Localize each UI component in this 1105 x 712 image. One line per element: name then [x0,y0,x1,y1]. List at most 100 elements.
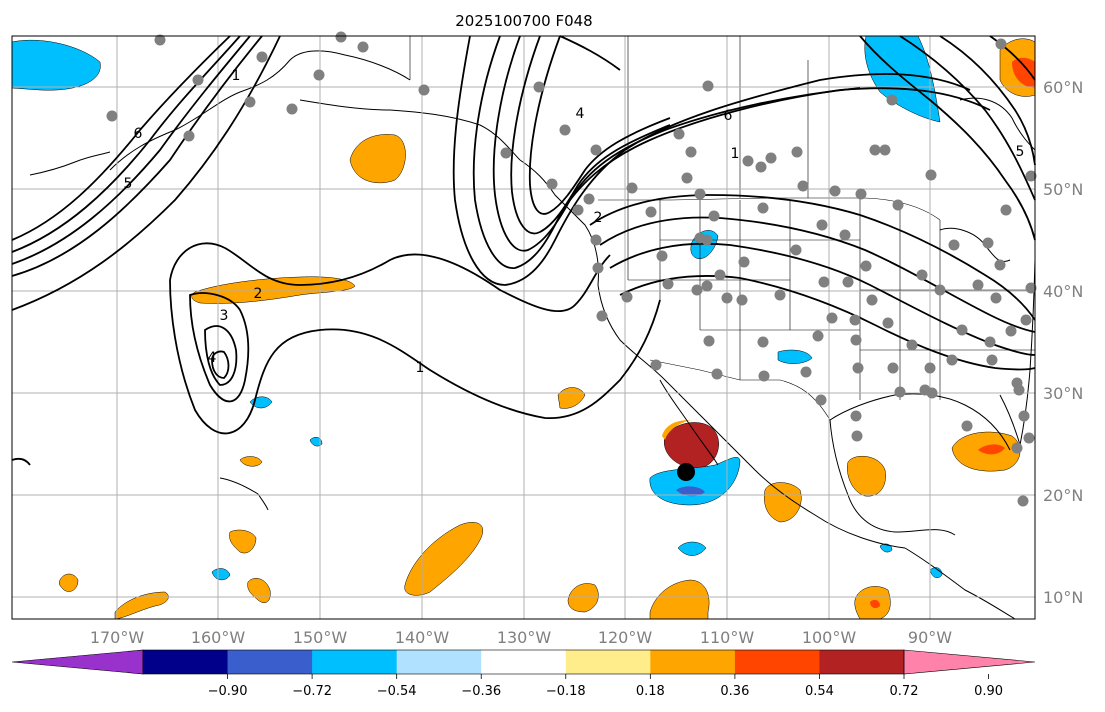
station-dot [596,310,608,322]
station-dot [839,229,851,241]
contour-label: 4 [576,106,585,122]
colorbar-segment [143,650,229,674]
station-dot [826,312,838,324]
colorbar-tick-label: −0.90 [208,684,248,699]
lon-tick-label: 130°W [497,628,552,647]
station-dot [673,128,685,140]
station-dot [572,204,584,216]
station-dot [721,292,733,304]
station-dot [757,336,769,348]
anomaly-red-hudson [1012,57,1035,88]
station-dot [703,335,715,347]
anomaly-orange-baja-ring [662,420,690,440]
station-dot [1023,432,1035,444]
anomaly-darkblue-baja [676,486,705,497]
contour-label: 1 [416,360,425,376]
lon-tick-label: 110°W [700,628,755,647]
station-dot [797,180,809,192]
colorbar-tick-label: −0.18 [546,684,586,699]
station-dot [192,74,204,86]
colorbar-tick-label: −0.54 [377,684,417,699]
lat-tick-label: 30°N [1043,384,1083,403]
contour-ridge-1 [452,35,971,286]
colorbar-tick-label: −0.72 [292,684,332,699]
contour-label: 5 [1016,144,1025,160]
station-dot [691,284,703,296]
lon-tick-label: 160°W [191,628,246,647]
colorbar-segment [565,650,651,674]
station-dot [106,110,118,122]
colorbar-segment [650,650,736,674]
station-dot [418,84,430,96]
anomaly-orange-se [649,579,710,620]
station-dot [869,144,881,156]
station-dot [882,317,894,329]
contour-ridge-4 [510,35,671,235]
station-dot [738,256,750,268]
anomaly-orange-s6 [58,573,79,592]
station-dot [662,278,674,290]
anomaly-blue-s6 [309,436,323,447]
lon-tick-label: 90°W [908,628,952,647]
colorbar-outline [142,649,905,675]
map-frame [11,35,1036,620]
station-dot [894,386,906,398]
colorbar-tick-label: 0.36 [720,684,749,699]
colorbar-tick-label: 0.90 [974,684,1003,699]
lat-tick-label: 10°N [1043,588,1083,607]
station-dot [626,182,638,194]
mexico-gulf [829,419,956,536]
storm-center-marker [677,463,695,481]
contour-label-group: 1 2 3 4 5 6 1 2 4 5 6 1 [124,68,1025,376]
us-westcoast [597,284,711,426]
lat-tick-label: 20°N [1043,486,1083,505]
station-dot [1011,442,1023,454]
station-dot [154,34,166,46]
station-dot [866,294,878,306]
station-dot [886,94,898,106]
colorbar: −0.90 −0.72 −0.54 −0.36 −0.18 0.18 0.36 0.54 0.7… [11,649,1036,699]
map-panel: 1 2 3 4 5 6 1 2 4 5 6 1 [11,31,1037,620]
colorbar-ticks: −0.90 −0.72 −0.54 −0.36 −0.18 0.18 0.36 0.54 0.7… [208,674,1003,699]
lon-tick-label: 170°W [90,628,145,647]
station-dot [685,146,697,158]
anomaly-orange-s4 [229,529,257,554]
station-dot [286,103,298,115]
station-dot [986,354,998,366]
station-dot [916,269,928,281]
station-dot [757,202,769,214]
station-dot [645,206,657,218]
contour-label: 4 [208,350,217,366]
contour-label: 1 [232,68,241,84]
aleutians [29,151,111,176]
station-dot [650,359,662,371]
colorbar-segment [819,650,905,674]
station-dot [681,172,693,184]
station-dot [701,234,713,246]
contour-trough-2 [599,216,1036,333]
station-dot [702,80,714,92]
colorbar-tick-label: 0.72 [890,684,919,699]
station-dot [925,169,937,181]
station-dot [621,291,633,303]
station-dot [592,262,604,274]
station-dot [972,279,984,291]
contour-label: 5 [124,176,133,192]
station-dot [1025,170,1037,182]
colorbar-segment [396,650,482,674]
station-dot [906,339,918,351]
anomaly-blue-canada [864,35,941,123]
contour-ridge-3 [492,35,861,252]
florida [999,394,1021,446]
station-dot [546,178,558,190]
colorbar-tick-label: −0.36 [461,684,501,699]
station-dot [1018,410,1030,422]
map-title: 2025100700 F048 [455,12,592,30]
station-dot [924,362,936,374]
contour-ridge-5 [528,35,671,215]
hudson-coast [959,97,1036,151]
central-america [904,547,1016,620]
station-dot [860,260,872,272]
station-dot [1017,495,1029,507]
